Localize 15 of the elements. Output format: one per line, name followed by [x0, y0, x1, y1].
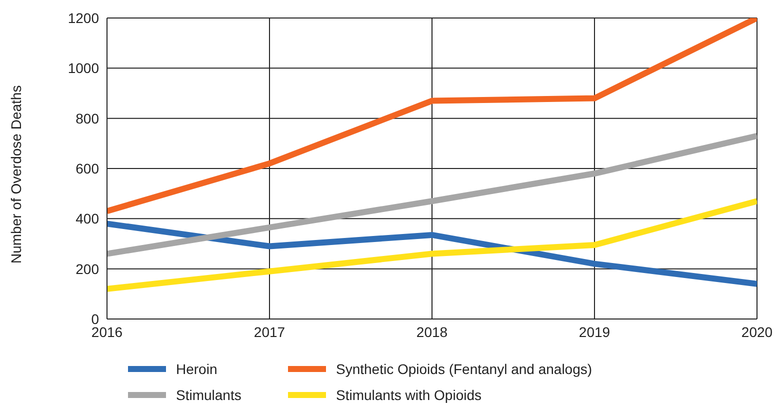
x-tick-label: 2017	[254, 324, 286, 340]
legend-label: Synthetic Opioids (Fentanyl and analogs)	[336, 361, 592, 377]
x-tick-label: 2019	[578, 324, 610, 340]
y-tick-label: 400	[76, 210, 100, 227]
y-tick-label: 600	[76, 160, 100, 176]
legend-label: Heroin	[176, 361, 218, 377]
y-tick-label: 1000	[68, 60, 100, 76]
y-axis-title: Number of Overdose Deaths	[8, 85, 24, 264]
y-tick-label: 200	[76, 260, 100, 277]
legend-label: Stimulants	[176, 387, 242, 403]
x-tick-label: 2020	[741, 324, 773, 340]
y-tick-label: 800	[76, 110, 100, 126]
x-tick-label: 2018	[416, 324, 448, 340]
legend-label: Stimulants with Opioids	[336, 387, 482, 403]
y-tick-label: 1200	[68, 10, 100, 26]
